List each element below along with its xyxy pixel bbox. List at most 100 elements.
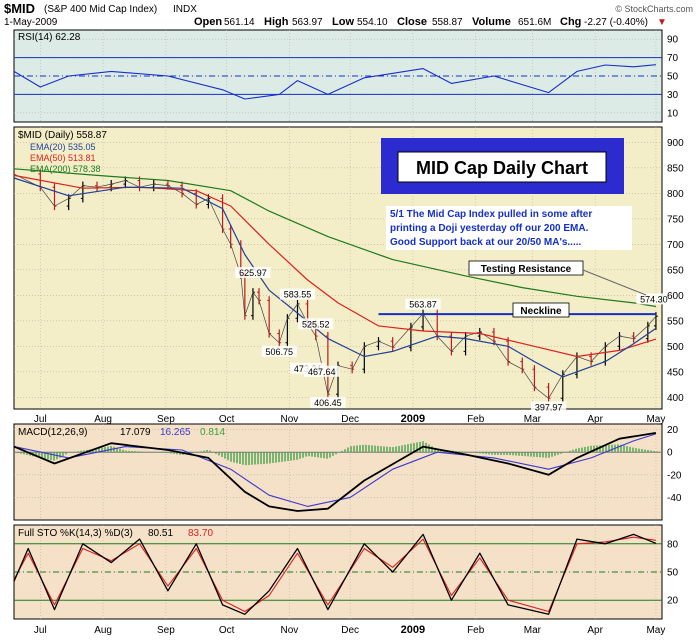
axis-layer: JulJulAugAugSepSepOctOctNovNovDecDec2009…: [34, 35, 684, 636]
note-line-2: printing a Doji yesterday off our 200 EM…: [390, 223, 589, 234]
high-label: High: [264, 16, 289, 28]
x-tick-label-price: Apr: [587, 414, 603, 425]
high-value: 563.97: [292, 17, 323, 28]
chart-header: $MID (S&P 400 Mid Cap Index) INDX 1-May-…: [4, 1, 693, 28]
macd-y-tick-label: 0: [667, 448, 673, 459]
price-y-tick-label: 400: [667, 393, 684, 404]
sto-y-tick-label: 50: [667, 568, 679, 579]
price-y-tick-label: 800: [667, 189, 684, 200]
price-y-tick-label: 650: [667, 265, 684, 276]
series-layer: 625.97506.75583.55473.24525.52467.64406.…: [13, 64, 672, 615]
x-tick-label-price: Aug: [94, 414, 112, 425]
rsi-legend-text: RSI(14) 62.28: [18, 32, 81, 43]
low-value: 554.10: [357, 17, 388, 28]
x-tick-label-price: Mar: [524, 414, 542, 425]
x-tick-label-price: 2009: [401, 413, 425, 425]
note-line-1: 5/1 The Mid Cap Index pulled in some aft…: [390, 209, 592, 220]
value-label: 574.30: [640, 294, 668, 304]
price-y-tick-label: 550: [667, 316, 684, 327]
open-value: 561.14: [224, 17, 255, 28]
sto-legend: Full STO %K(14,3) %D(3) 80.51 83.70: [18, 528, 213, 539]
close-value: 558.87: [432, 17, 463, 28]
macd-y-tick-label: 20: [667, 425, 679, 436]
price-y-tick-label: 850: [667, 163, 684, 174]
x-tick-label-price: May: [646, 414, 665, 425]
sto-y-tick-label: 20: [667, 596, 679, 607]
testing-resistance-text: Testing Resistance: [481, 264, 572, 275]
x-tick-label-sto: Sep: [157, 625, 175, 636]
date-text: 1-May-2009: [4, 17, 58, 28]
note-line-3: Good Support back at our 20/50 MA's.....: [390, 237, 582, 248]
ema50-legend: EMA(50) 513.81: [30, 153, 96, 163]
signal-legend-value: 16.265: [160, 427, 191, 438]
price-y-tick-label: 900: [667, 138, 684, 149]
title-box-inner: [397, 151, 607, 183]
sto-legend-label: Full STO %K(14,3) %D(3): [18, 528, 133, 539]
value-label-bg: [298, 318, 334, 330]
x-tick-label-price: Sep: [157, 414, 175, 425]
ema200-line: [13, 168, 656, 308]
rsi-y-tick-label: 90: [667, 35, 679, 46]
x-tick-label-price: Feb: [467, 414, 485, 425]
value-label: 397.97: [535, 402, 563, 412]
rsi-legend: RSI(14) 62.28: [18, 32, 81, 43]
price-y-tick-label: 750: [667, 214, 684, 225]
value-label: 467.64: [308, 367, 336, 377]
macd-y-tick-label: -40: [667, 493, 682, 504]
macd-line: [13, 432, 657, 512]
close-label: Close: [397, 16, 427, 28]
macd-legend-value: 17.079: [120, 427, 151, 438]
price-y-tick-label: 500: [667, 342, 684, 353]
value-label-bg: [310, 396, 346, 408]
sto-d-value: 83.70: [188, 528, 213, 539]
sto-k-value: 80.51: [148, 528, 173, 539]
value-label-bg: [279, 288, 316, 300]
neckline-callout: Neckline: [512, 302, 570, 318]
price-close-line: [13, 173, 657, 399]
value-label-bg: [636, 293, 672, 305]
value-label: 583.55: [284, 290, 312, 300]
neckline-text: Neckline: [520, 306, 562, 317]
ema200-legend: EMA(200) 578.38: [30, 164, 101, 174]
sto-y-tick-label: 80: [667, 539, 679, 550]
symbol-text: $MID: [4, 1, 35, 16]
macd-y-tick-label: -20: [667, 470, 682, 481]
value-label: 625.97: [239, 268, 267, 278]
exchange-text: INDX: [173, 4, 197, 15]
rsi-y-tick-label: 30: [667, 90, 679, 101]
value-label-bg: [405, 298, 441, 310]
price-y-tick-label: 450: [667, 367, 684, 378]
volume-label: Volume: [472, 16, 511, 28]
neckline-box: [512, 302, 570, 318]
value-label: 563.87: [409, 300, 437, 310]
x-tick-label-sto: Nov: [281, 625, 299, 636]
x-tick-label-sto: Oct: [219, 625, 235, 636]
x-tick-label-sto: Dec: [341, 625, 359, 636]
low-label: Low: [332, 16, 354, 28]
title-box: MID Cap Daily Chart: [381, 138, 624, 194]
value-label-bg: [261, 345, 297, 357]
macd-legend-label: MACD(12,26,9): [18, 427, 87, 438]
testing-resistance-arrow: [582, 269, 647, 296]
x-tick-label-sto: Aug: [94, 625, 112, 636]
x-tick-label-sto: May: [646, 625, 665, 636]
value-label: 506.75: [266, 347, 294, 357]
down-arrow-icon: ▼: [657, 17, 667, 28]
macd-panel: [13, 423, 663, 521]
testing-resistance-callout: Testing Resistance: [468, 260, 647, 296]
open-label: Open: [194, 16, 222, 28]
x-tick-label-price: Nov: [281, 414, 299, 425]
rsi-y-tick-label: 10: [667, 108, 679, 119]
x-tick-label-price: Oct: [219, 414, 235, 425]
value-label-bg: [531, 401, 567, 413]
ema20-line: [13, 177, 657, 378]
macd-legend: MACD(12,26,9) 17.079 16.265 0.814: [18, 427, 225, 438]
value-label: 525.52: [302, 319, 330, 329]
testing-resistance-box: [468, 260, 584, 276]
sto-k-line: [13, 533, 657, 615]
watermark: © StockCharts.com: [615, 4, 693, 14]
x-tick-label-price: Jul: [34, 414, 47, 425]
x-tick-label-sto: 2009: [401, 624, 425, 636]
